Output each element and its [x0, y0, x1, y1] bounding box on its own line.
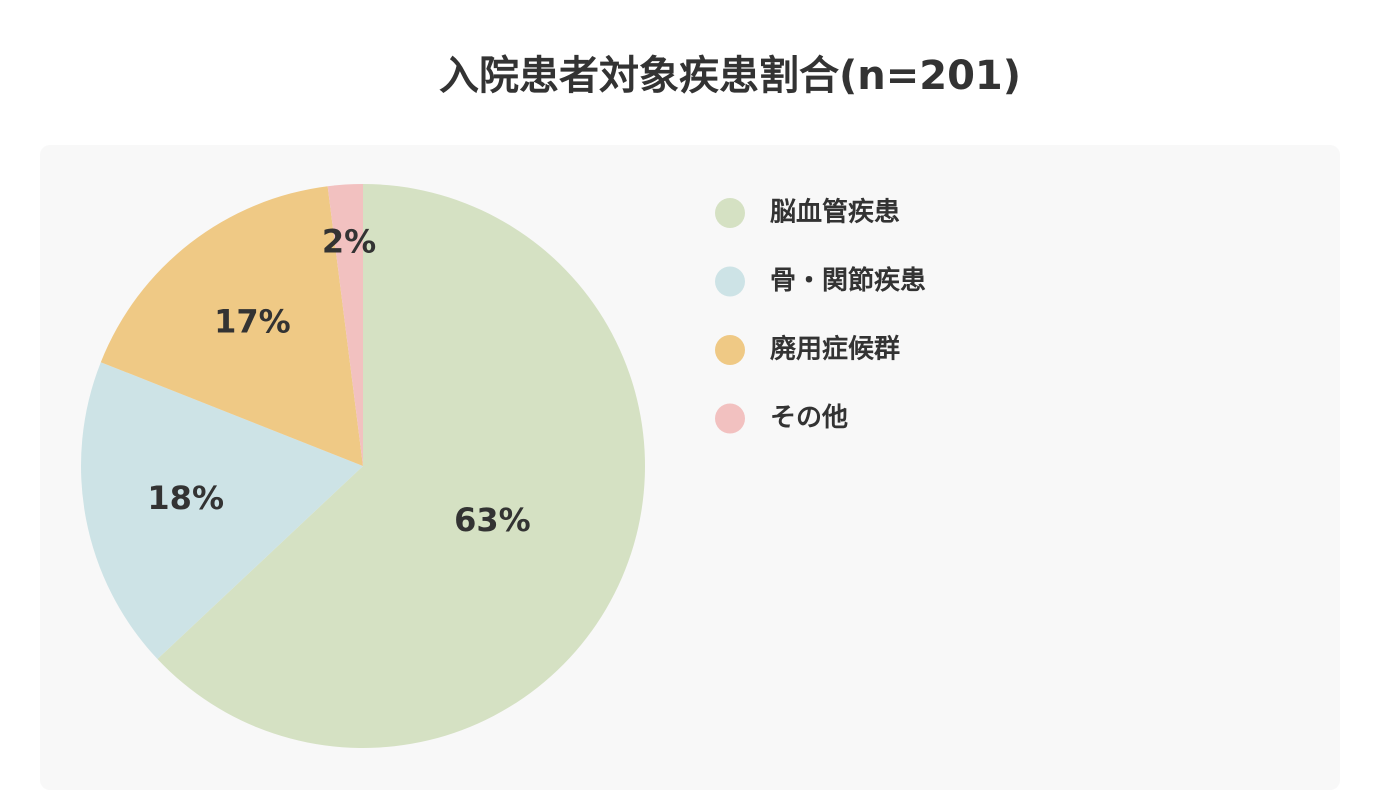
- data-label: 18%: [147, 479, 224, 517]
- pie-slice: [157, 184, 645, 748]
- legend-marker: [715, 198, 745, 228]
- chart-title: 入院患者対象疾患割合(n=201): [439, 53, 1021, 99]
- pie-slice: [100, 186, 363, 467]
- data-label: 17%: [214, 302, 291, 340]
- legend-label: 脳血管疾患: [769, 197, 900, 228]
- legend-marker: [715, 335, 745, 365]
- legend-marker: [715, 266, 745, 297]
- legend-label: その他: [770, 403, 848, 433]
- legend-label: 骨・関節疾患: [770, 265, 926, 296]
- pie-slice: [327, 184, 363, 466]
- legend-marker: [715, 403, 745, 434]
- data-label: 2%: [322, 223, 376, 261]
- data-label: 63%: [454, 501, 531, 539]
- legend-label: 廃用症候群: [770, 334, 900, 365]
- pie-slice: [81, 362, 364, 660]
